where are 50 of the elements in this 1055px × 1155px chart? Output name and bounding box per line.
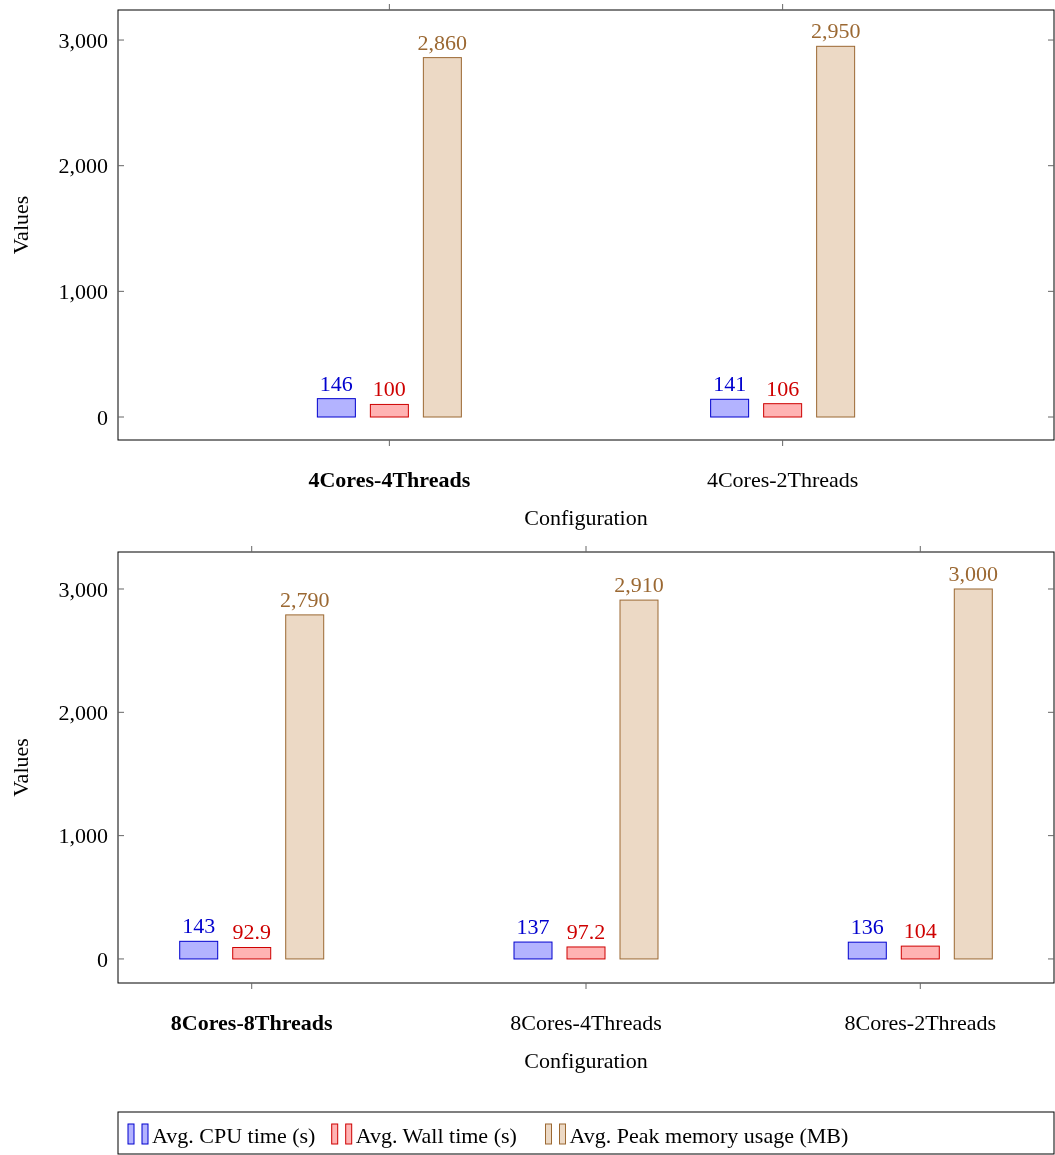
y-tick-label: 2,000 — [58, 153, 108, 179]
legend-label: Avg. Peak memory usage (MB) — [569, 1122, 849, 1148]
bar — [179, 940, 219, 960]
bar — [900, 945, 940, 960]
bar — [710, 398, 750, 418]
data-label: 146 — [319, 370, 353, 396]
data-label: 136 — [850, 914, 884, 940]
y-tick-label: 0 — [97, 946, 108, 972]
data-label: 143 — [182, 913, 216, 939]
x-axis-title: Configuration — [524, 505, 648, 530]
x-tick-label: 4Cores-2Threads — [706, 467, 859, 492]
y-axis-title: Values — [8, 195, 33, 255]
y-tick-label: 3,000 — [58, 576, 108, 602]
data-label: 92.9 — [232, 919, 271, 945]
bar — [369, 403, 409, 418]
legend-label: Avg. CPU time (s) — [152, 1122, 316, 1148]
x-axis-title: Configuration — [524, 1048, 648, 1073]
bar — [285, 614, 325, 960]
data-label: 97.2 — [566, 918, 606, 944]
bar — [316, 398, 356, 418]
data-label: 137 — [516, 914, 550, 940]
y-tick-label: 3,000 — [58, 27, 108, 53]
data-label: 2,790 — [279, 586, 330, 612]
data-label: 2,950 — [810, 18, 861, 44]
y-tick-label: 2,000 — [58, 700, 108, 726]
data-label: 141 — [713, 371, 747, 397]
x-tick-label: 4Cores-4Threads — [308, 467, 471, 492]
y-tick-label: 1,000 — [58, 823, 108, 849]
data-label: 2,910 — [614, 572, 664, 598]
x-tick-label: 8Cores-2Threads — [844, 1010, 997, 1035]
data-label: 3,000 — [948, 561, 999, 586]
bar — [566, 946, 606, 960]
data-label: 2,860 — [417, 29, 468, 55]
bar — [619, 599, 659, 960]
bar — [816, 45, 856, 418]
bar — [953, 588, 993, 960]
y-tick-label: 1,000 — [58, 279, 108, 305]
data-label: 106 — [766, 375, 800, 401]
y-axis-title: Values — [8, 738, 33, 797]
x-tick-label: 8Cores-4Threads — [510, 1010, 662, 1035]
x-tick-label: 8Cores-8Threads — [170, 1010, 334, 1035]
legend-label: Avg. Wall time (s) — [355, 1122, 517, 1148]
y-tick-label: 0 — [97, 404, 108, 430]
bar — [422, 57, 462, 418]
data-label: 100 — [372, 376, 406, 402]
data-label: 104 — [903, 918, 937, 944]
bar — [763, 403, 803, 418]
bar — [847, 941, 887, 960]
bar — [232, 947, 272, 960]
bar — [513, 941, 553, 960]
